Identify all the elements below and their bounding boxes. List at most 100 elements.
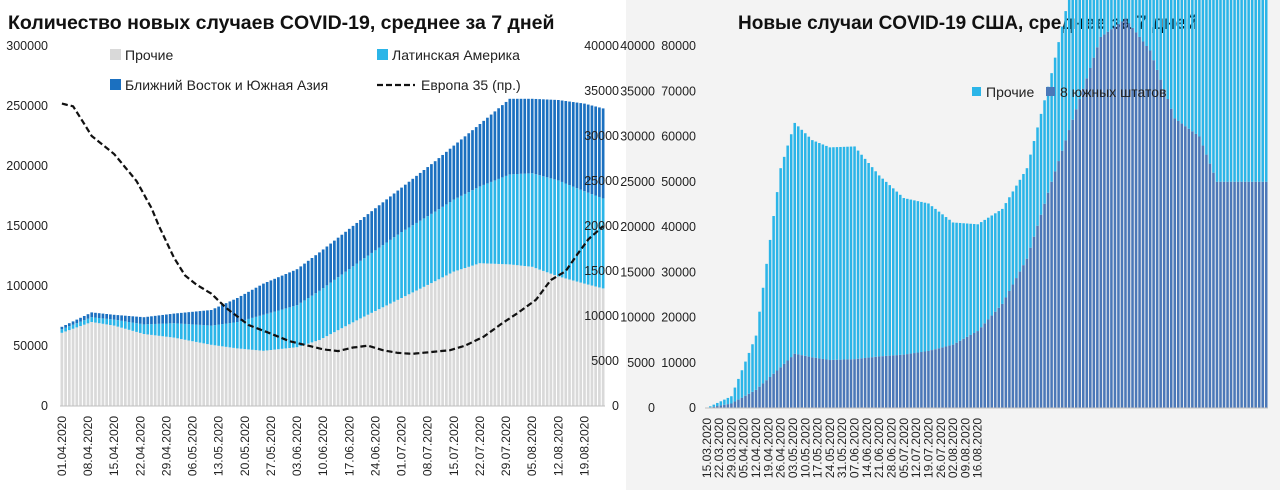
bar-0-2-20: [135, 316, 138, 324]
bar-1-1-88: [1015, 185, 1018, 279]
bar-0-0-16: [120, 327, 123, 406]
bar-1-0-94: [1036, 225, 1039, 408]
bar-0-1-82: [366, 255, 370, 315]
bar-0-1-70: [321, 288, 325, 339]
x-tick-1-2: 29.03.2020: [724, 418, 738, 478]
bar-0-2-60: [284, 274, 288, 309]
bar-0-1-3: [71, 324, 75, 329]
bar-1-1-28: [804, 133, 807, 356]
bar-1-0-4: [719, 405, 723, 408]
bar-0-1-54: [262, 314, 265, 351]
y-left-tick-1-0: 0: [648, 401, 655, 415]
bar-1-1-84: [1001, 208, 1004, 304]
bar-0-0-128: [538, 269, 542, 406]
bar-1-0-39: [842, 359, 846, 408]
y-right-tick-0-2: 10000: [584, 309, 619, 323]
bar-0-0-12: [105, 324, 109, 406]
bar-1-0-86: [1008, 291, 1011, 408]
bar-0-2-48: [239, 295, 243, 321]
bar-0-2-71: [325, 246, 329, 286]
bar-1-1-140: [1198, 0, 1201, 137]
bar-0-2-89: [392, 193, 396, 238]
bar-0-0-0: [60, 332, 64, 406]
bar-1-1-135: [1180, 0, 1184, 124]
bar-1-0-59: [913, 353, 916, 408]
bar-0-1-136: [568, 185, 571, 280]
bar-0-2-6: [82, 316, 86, 321]
bar-0-0-127: [534, 268, 538, 406]
bar-0-0-21: [138, 332, 142, 406]
bar-0-0-15: [116, 326, 120, 406]
bar-0-0-117: [497, 263, 500, 406]
bar-0-2-73: [333, 240, 336, 280]
bar-0-0-123: [519, 265, 523, 406]
bar-1-0-136: [1184, 126, 1187, 408]
bar-0-1-40: [209, 325, 213, 345]
bar-0-1-134: [560, 181, 564, 278]
bar-0-1-22: [142, 324, 146, 334]
bar-0-2-70: [321, 249, 325, 289]
legend-swatch-southern-states: [1046, 87, 1055, 96]
bar-0-2-22: [142, 317, 146, 325]
bar-0-0-2: [67, 330, 71, 406]
bar-1-0-16: [761, 383, 765, 408]
bar-0-0-4: [75, 327, 79, 406]
bar-0-1-61: [288, 307, 291, 348]
bar-0-0-113: [482, 263, 486, 406]
bar-0-0-119: [504, 264, 508, 406]
bar-0-1-126: [530, 173, 534, 267]
x-tick-0-19: 12.08.2020: [551, 416, 565, 476]
bar-1-1-121: [1131, 0, 1134, 28]
bar-0-1-84: [374, 250, 377, 311]
bar-1-1-7: [730, 396, 733, 404]
y-left-tick-0-1: 50000: [13, 339, 48, 353]
bar-1-1-78: [979, 222, 983, 328]
bar-0-1-100: [433, 211, 437, 282]
bar-0-2-104: [448, 148, 452, 202]
bar-0-2-29: [168, 314, 172, 324]
bar-1-1-108: [1085, 0, 1089, 79]
bar-1-0-156: [1254, 181, 1257, 408]
bar-1-0-44: [860, 358, 863, 408]
x-tick-0-9: 03.06.2020: [290, 416, 304, 476]
bar-0-2-35: [191, 311, 194, 325]
bar-1-1-43: [856, 150, 860, 359]
bar-0-1-18: [127, 322, 131, 330]
bar-0-0-11: [101, 323, 105, 406]
bar-1-0-152: [1240, 181, 1243, 408]
bar-1-1-109: [1089, 0, 1092, 68]
bar-0-0-105: [452, 271, 456, 406]
bar-0-1-123: [519, 173, 523, 266]
bar-0-2-16: [120, 315, 123, 321]
bar-0-1-42: [217, 324, 220, 346]
bar-1-0-88: [1015, 278, 1018, 408]
bar-1-0-19: [772, 373, 775, 408]
bar-1-1-80: [986, 217, 990, 320]
bar-1-1-33: [821, 144, 825, 359]
bar-0-1-120: [508, 174, 512, 265]
bar-0-1-66: [306, 298, 310, 344]
bar-0-2-143: [594, 106, 598, 196]
bar-1-0-143: [1208, 163, 1212, 408]
bar-0-0-22: [142, 334, 146, 406]
bar-0-2-90: [396, 190, 400, 235]
bar-0-0-56: [269, 350, 273, 406]
bar-1-1-153: [1243, 0, 1247, 182]
bar-0-0-99: [430, 283, 433, 406]
bar-1-0-22: [782, 363, 786, 408]
bar-0-1-43: [221, 324, 224, 347]
legend-swatch-middle-east: [110, 79, 121, 90]
bar-1-0-51: [884, 355, 888, 408]
bar-0-1-50: [247, 318, 250, 350]
bar-1-1-157: [1257, 0, 1261, 182]
bar-0-2-76: [344, 231, 347, 272]
bar-0-1-74: [336, 277, 340, 331]
bar-1-0-14: [754, 389, 758, 408]
bar-0-0-137: [571, 280, 575, 406]
bar-1-1-90: [1022, 173, 1025, 266]
bar-0-1-79: [355, 263, 359, 321]
bar-1-1-73: [962, 223, 965, 339]
chart-world-x-axis: 01.04.2020 08.04.2020 15.04.2020 22.04.2020…: [55, 416, 592, 476]
bar-0-1-36: [194, 324, 198, 342]
bar-0-1-89: [392, 237, 396, 302]
